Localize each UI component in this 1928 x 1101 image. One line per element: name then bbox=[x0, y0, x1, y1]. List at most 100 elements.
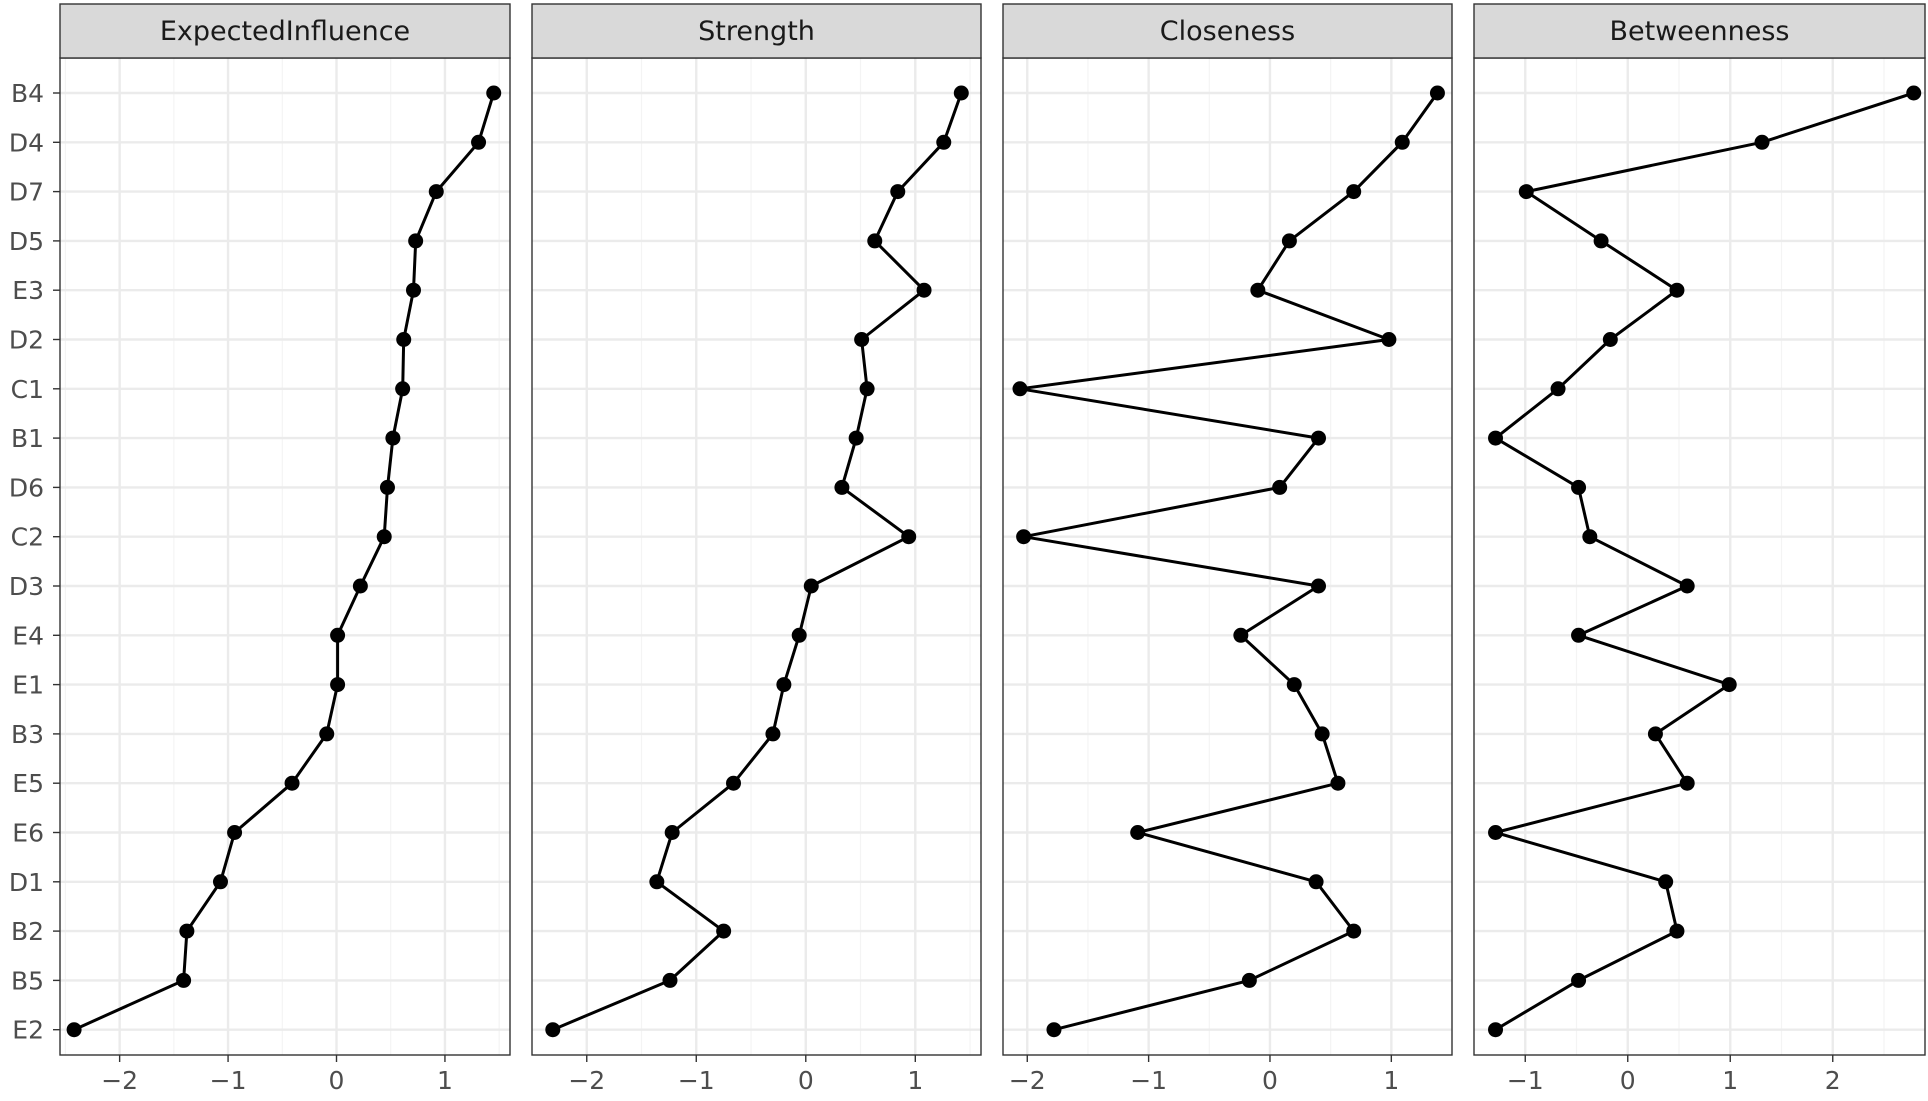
panel-background bbox=[1003, 58, 1452, 1055]
data-point-b4 bbox=[486, 85, 502, 101]
data-point-e2 bbox=[66, 1022, 82, 1038]
data-point-d7 bbox=[428, 184, 444, 200]
data-point-d3 bbox=[803, 578, 819, 594]
data-point-e3 bbox=[1669, 282, 1685, 298]
data-point-b2 bbox=[1669, 923, 1685, 939]
data-point-e5 bbox=[1679, 775, 1695, 791]
data-point-d3 bbox=[1679, 578, 1695, 594]
x-tick-label: 1 bbox=[1383, 1066, 1399, 1095]
y-tick-label-b5: B5 bbox=[11, 966, 44, 995]
x-tick-label: −1 bbox=[678, 1066, 715, 1095]
data-point-c1 bbox=[1550, 381, 1566, 397]
data-point-e1 bbox=[1286, 677, 1302, 693]
y-tick-label-e4: E4 bbox=[12, 621, 44, 650]
y-tick-label-e1: E1 bbox=[12, 671, 44, 700]
data-point-b3 bbox=[1647, 726, 1663, 742]
data-point-e4 bbox=[330, 627, 346, 643]
y-tick-label-b1: B1 bbox=[11, 424, 44, 453]
data-point-b3 bbox=[1314, 726, 1330, 742]
data-point-d2 bbox=[396, 332, 412, 347]
data-point-b2 bbox=[716, 923, 732, 939]
data-point-b1 bbox=[385, 430, 401, 446]
y-tick-label-c1: C1 bbox=[11, 375, 44, 404]
y-tick-label-d5: D5 bbox=[9, 227, 44, 256]
y-tick-label-b3: B3 bbox=[11, 720, 44, 749]
data-point-d6 bbox=[834, 479, 850, 495]
data-point-b4 bbox=[1906, 85, 1922, 101]
y-tick-label-b2: B2 bbox=[11, 917, 44, 946]
y-tick-label-e5: E5 bbox=[12, 769, 44, 798]
y-tick-label-d2: D2 bbox=[9, 326, 44, 355]
y-tick-label-e3: E3 bbox=[12, 276, 44, 305]
panel-background bbox=[532, 58, 981, 1055]
data-point-d4 bbox=[471, 134, 487, 150]
data-point-b4 bbox=[1429, 85, 1445, 101]
data-point-d4 bbox=[936, 134, 952, 150]
y-tick-label-d1: D1 bbox=[9, 868, 44, 897]
data-point-b3 bbox=[765, 726, 781, 742]
data-point-b2 bbox=[179, 923, 195, 939]
data-point-e6 bbox=[664, 825, 680, 840]
data-point-e2 bbox=[1488, 1022, 1504, 1038]
facet-panel-expectedinfluence: ExpectedInfluence −2 −1 0 1 bbox=[59, 3, 511, 1095]
data-point-d6 bbox=[1571, 479, 1587, 495]
data-point-b5 bbox=[662, 972, 678, 988]
data-point-b5 bbox=[1571, 972, 1587, 988]
x-tick-label: 0 bbox=[1262, 1066, 1278, 1095]
data-point-b1 bbox=[848, 430, 864, 446]
facet-panel-betweenness: Betweenness −1 0 1 2 bbox=[1473, 3, 1926, 1095]
x-tick-label: 0 bbox=[329, 1066, 345, 1095]
x-tick-label: 1 bbox=[1722, 1066, 1738, 1095]
data-point-d2 bbox=[1381, 332, 1397, 347]
panel-background bbox=[1474, 58, 1925, 1055]
y-tick-label-d3: D3 bbox=[9, 572, 44, 601]
data-point-b2 bbox=[1346, 923, 1362, 939]
data-point-d3 bbox=[352, 578, 368, 594]
data-point-b5 bbox=[1241, 972, 1257, 988]
data-point-e1 bbox=[776, 677, 792, 693]
y-tick-label-e2: E2 bbox=[12, 1016, 44, 1045]
data-point-b1 bbox=[1488, 430, 1504, 446]
data-point-c1 bbox=[395, 381, 411, 397]
data-point-e6 bbox=[227, 825, 243, 840]
y-tick-label-c2: C2 bbox=[11, 523, 44, 552]
data-point-d2 bbox=[1602, 332, 1618, 347]
facet-strip bbox=[531, 3, 982, 59]
x-tick-label: −2 bbox=[101, 1066, 138, 1095]
data-point-e5 bbox=[1330, 775, 1346, 791]
data-point-c2 bbox=[376, 529, 392, 545]
data-point-e5 bbox=[726, 775, 742, 791]
data-point-e1 bbox=[1721, 677, 1737, 693]
facet-panel-strength: Strength −2 −1 0 1 bbox=[531, 3, 982, 1095]
x-tick-label: 1 bbox=[907, 1066, 923, 1095]
data-point-d1 bbox=[649, 874, 665, 890]
y-tick-label-d6: D6 bbox=[9, 473, 44, 502]
data-point-d7 bbox=[890, 184, 906, 200]
x-tick-label: 1 bbox=[437, 1066, 453, 1095]
data-point-c2 bbox=[1016, 529, 1032, 545]
data-point-c2 bbox=[1582, 529, 1598, 545]
data-point-e3 bbox=[1250, 282, 1266, 298]
x-tick-label: 0 bbox=[1620, 1066, 1636, 1095]
data-point-d5 bbox=[867, 233, 883, 249]
data-point-d6 bbox=[1272, 479, 1288, 495]
data-point-d4 bbox=[1754, 134, 1770, 150]
data-point-c1 bbox=[1012, 381, 1028, 397]
data-point-d4 bbox=[1394, 134, 1410, 150]
series-line-strength bbox=[552, 92, 963, 1032]
data-point-d1 bbox=[1658, 874, 1674, 890]
data-point-b4 bbox=[953, 85, 969, 101]
y-tick-label-d7: D7 bbox=[9, 178, 44, 207]
x-tick-label: 2 bbox=[1825, 1066, 1841, 1095]
x-tick-label: −2 bbox=[1009, 1066, 1046, 1095]
facet-strip-label-strength: Strength bbox=[698, 16, 815, 47]
series-line-expectedinfluence bbox=[73, 92, 496, 1032]
data-point-e4 bbox=[791, 627, 807, 643]
data-point-d5 bbox=[408, 233, 424, 249]
data-point-e5 bbox=[284, 775, 300, 791]
facet-strip-label-closeness: Closeness bbox=[1160, 16, 1295, 47]
x-tick-label: −1 bbox=[1130, 1066, 1167, 1095]
data-point-d1 bbox=[212, 874, 228, 890]
data-point-e4 bbox=[1571, 627, 1587, 643]
